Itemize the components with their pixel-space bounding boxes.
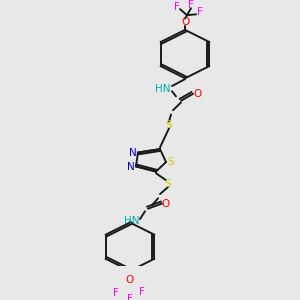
Text: F: F [188, 0, 194, 10]
Text: F: F [139, 287, 145, 297]
Text: HN: HN [155, 84, 171, 94]
Text: S: S [165, 179, 171, 189]
Text: O: O [193, 89, 201, 99]
Text: O: O [126, 274, 134, 285]
Text: F: F [174, 2, 180, 11]
Text: O: O [182, 17, 190, 27]
Text: N: N [129, 148, 137, 158]
Text: N: N [127, 162, 135, 172]
Text: F: F [113, 288, 119, 298]
Text: HN: HN [124, 216, 140, 226]
Text: O: O [162, 199, 170, 208]
Text: S: S [168, 157, 174, 167]
Text: F: F [197, 7, 203, 17]
Text: F: F [127, 294, 133, 300]
Text: S: S [166, 120, 172, 130]
